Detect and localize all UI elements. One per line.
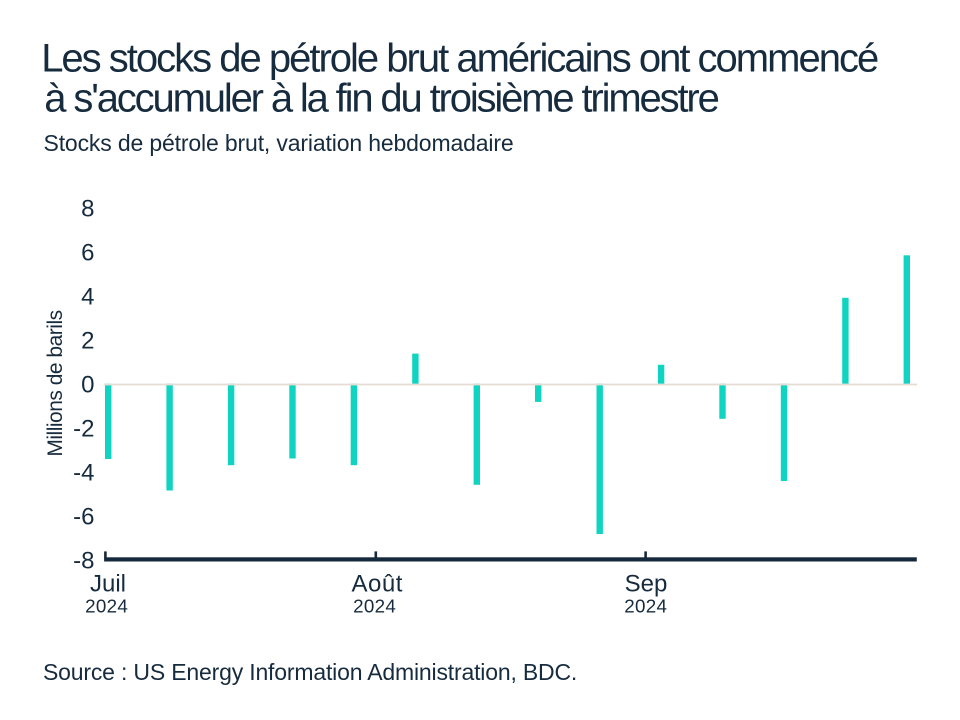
- svg-text:4: 4: [81, 284, 94, 311]
- svg-text:Source : US Energy Information: Source : US Energy Information Administr…: [43, 659, 577, 685]
- svg-text:2: 2: [81, 328, 94, 355]
- svg-text:-2: -2: [73, 416, 94, 443]
- svg-text:2024: 2024: [85, 596, 128, 617]
- svg-text:Stocks de pétrole brut, variat: Stocks de pétrole brut, variation hebdom…: [44, 130, 514, 156]
- svg-text:-4: -4: [73, 460, 94, 487]
- svg-text:Juil: Juil: [90, 570, 126, 597]
- svg-text:Août: Août: [352, 570, 403, 597]
- svg-text:2024: 2024: [353, 596, 396, 617]
- svg-text:Millions de barils: Millions de barils: [44, 310, 67, 456]
- svg-text:-6: -6: [73, 503, 94, 530]
- svg-text:Les stocks de pétrole brut amé: Les stocks de pétrole brut américains on…: [41, 37, 878, 81]
- svg-text:6: 6: [81, 240, 94, 267]
- svg-text:2024: 2024: [624, 596, 667, 617]
- svg-text:à s'accumuler à la fin du troi: à s'accumuler à la fin du troisième trim…: [44, 77, 718, 121]
- svg-text:Sep: Sep: [625, 570, 668, 597]
- svg-text:-8: -8: [73, 547, 94, 574]
- svg-text:8: 8: [81, 196, 94, 223]
- svg-text:0: 0: [81, 372, 94, 399]
